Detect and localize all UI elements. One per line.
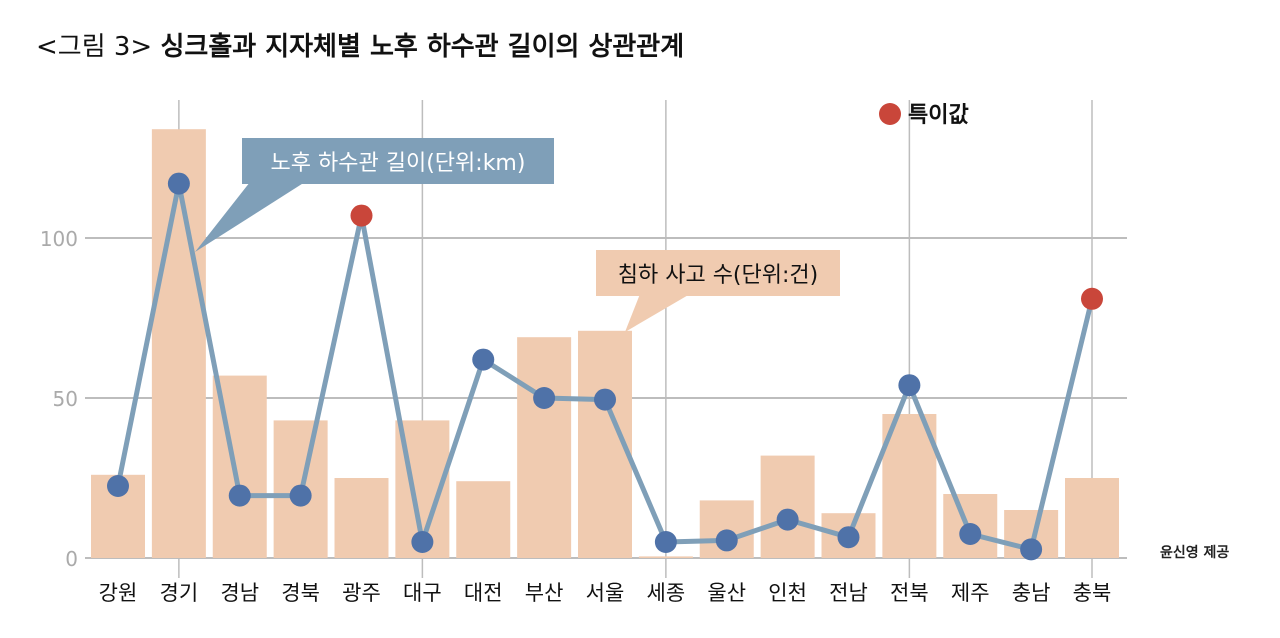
point-대전 (472, 348, 495, 371)
point-경기 (167, 172, 190, 195)
point-부산 (533, 387, 556, 409)
point-광주 (350, 204, 373, 227)
bar-경기 (151, 129, 206, 558)
legend-label: 특이값 (908, 103, 969, 128)
y-tick-label: 50 (53, 387, 78, 411)
point-전북 (898, 374, 921, 397)
bar-광주 (334, 478, 389, 558)
y-tick-label: 100 (40, 227, 78, 251)
chart-title: <그림 3> 싱크홀과 지자체별 노후 하수관 길이의 상관관계 (36, 26, 684, 63)
point-경남 (228, 484, 251, 507)
legend-outlier-marker (879, 103, 901, 125)
bar-대전 (456, 481, 511, 558)
x-tick-label: 경남 (220, 581, 259, 605)
x-tick-label: 경북 (281, 581, 320, 605)
point-서울 (594, 388, 616, 411)
x-tick-label: 제주 (951, 581, 990, 605)
labels: 0 50 100 강원 경기 경남 경북 광주 대구 대전 부산 서울 세종 울산 인천 전남 전북 제주 충남 충북 (40, 227, 1112, 605)
x-tick-label: 경기 (160, 581, 199, 605)
x-tick-label: 대전 (464, 581, 503, 605)
x-tick-label: 전북 (890, 581, 929, 605)
point-강원 (107, 475, 129, 497)
point-경북 (289, 484, 312, 507)
line-series-callout: 노후 하수관 길이(단위:km) (195, 138, 554, 252)
bar-callout-box (596, 250, 840, 296)
point-전남 (837, 526, 860, 549)
x-tick-label: 세종 (647, 581, 686, 605)
bar-series-callout: 침하 사고 수(단위:건) (596, 250, 840, 332)
x-tick-label: 인천 (768, 581, 807, 605)
x-tick-label: 전남 (829, 581, 868, 605)
line-callout-pointer (195, 182, 305, 252)
x-tick-label: 충북 (1073, 581, 1112, 605)
bar-전북 (882, 414, 937, 558)
x-tick-label: 대구 (403, 581, 442, 605)
point-대구 (411, 531, 434, 553)
bar-callout-pointer (625, 294, 690, 332)
title-prefix: <그림 3> (36, 32, 153, 62)
point-세종 (654, 531, 677, 553)
x-tick-label: 광주 (342, 581, 381, 605)
bar-series-label: 침하 사고 수(단위:건) (618, 263, 819, 288)
x-tick-label: 강원 (99, 581, 138, 605)
point-충북 (1081, 287, 1103, 310)
x-tick-label: 서울 (586, 581, 625, 605)
y-tick-label: 0 (65, 547, 78, 571)
point-인천 (776, 508, 799, 531)
bar-충북 (1065, 478, 1119, 558)
point-울산 (715, 529, 738, 552)
point-제주 (959, 523, 982, 545)
x-tick-label: 울산 (707, 581, 746, 605)
title-main: 싱크홀과 지자체별 노후 하수관 길이의 상관관계 (160, 32, 685, 62)
point-충남 (1020, 538, 1043, 561)
line-series-label: 노후 하수관 길이(단위:km) (271, 151, 526, 176)
credit: 윤신영 제공 (1160, 545, 1230, 561)
x-tick-label: 부산 (525, 581, 564, 605)
bar-세종 (638, 556, 693, 558)
legend: 특이값 (879, 103, 969, 128)
line-callout-box (242, 138, 554, 184)
x-tick-label: 충남 (1012, 581, 1051, 605)
points (107, 172, 1103, 561)
bar-부산 (517, 337, 572, 558)
bar-인천 (760, 455, 815, 558)
